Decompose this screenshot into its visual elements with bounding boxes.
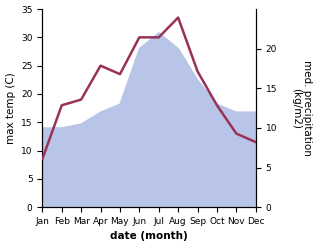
Y-axis label: med. precipitation
(kg/m2): med. precipitation (kg/m2) — [291, 60, 313, 156]
Y-axis label: max temp (C): max temp (C) — [5, 72, 16, 144]
X-axis label: date (month): date (month) — [110, 231, 188, 242]
